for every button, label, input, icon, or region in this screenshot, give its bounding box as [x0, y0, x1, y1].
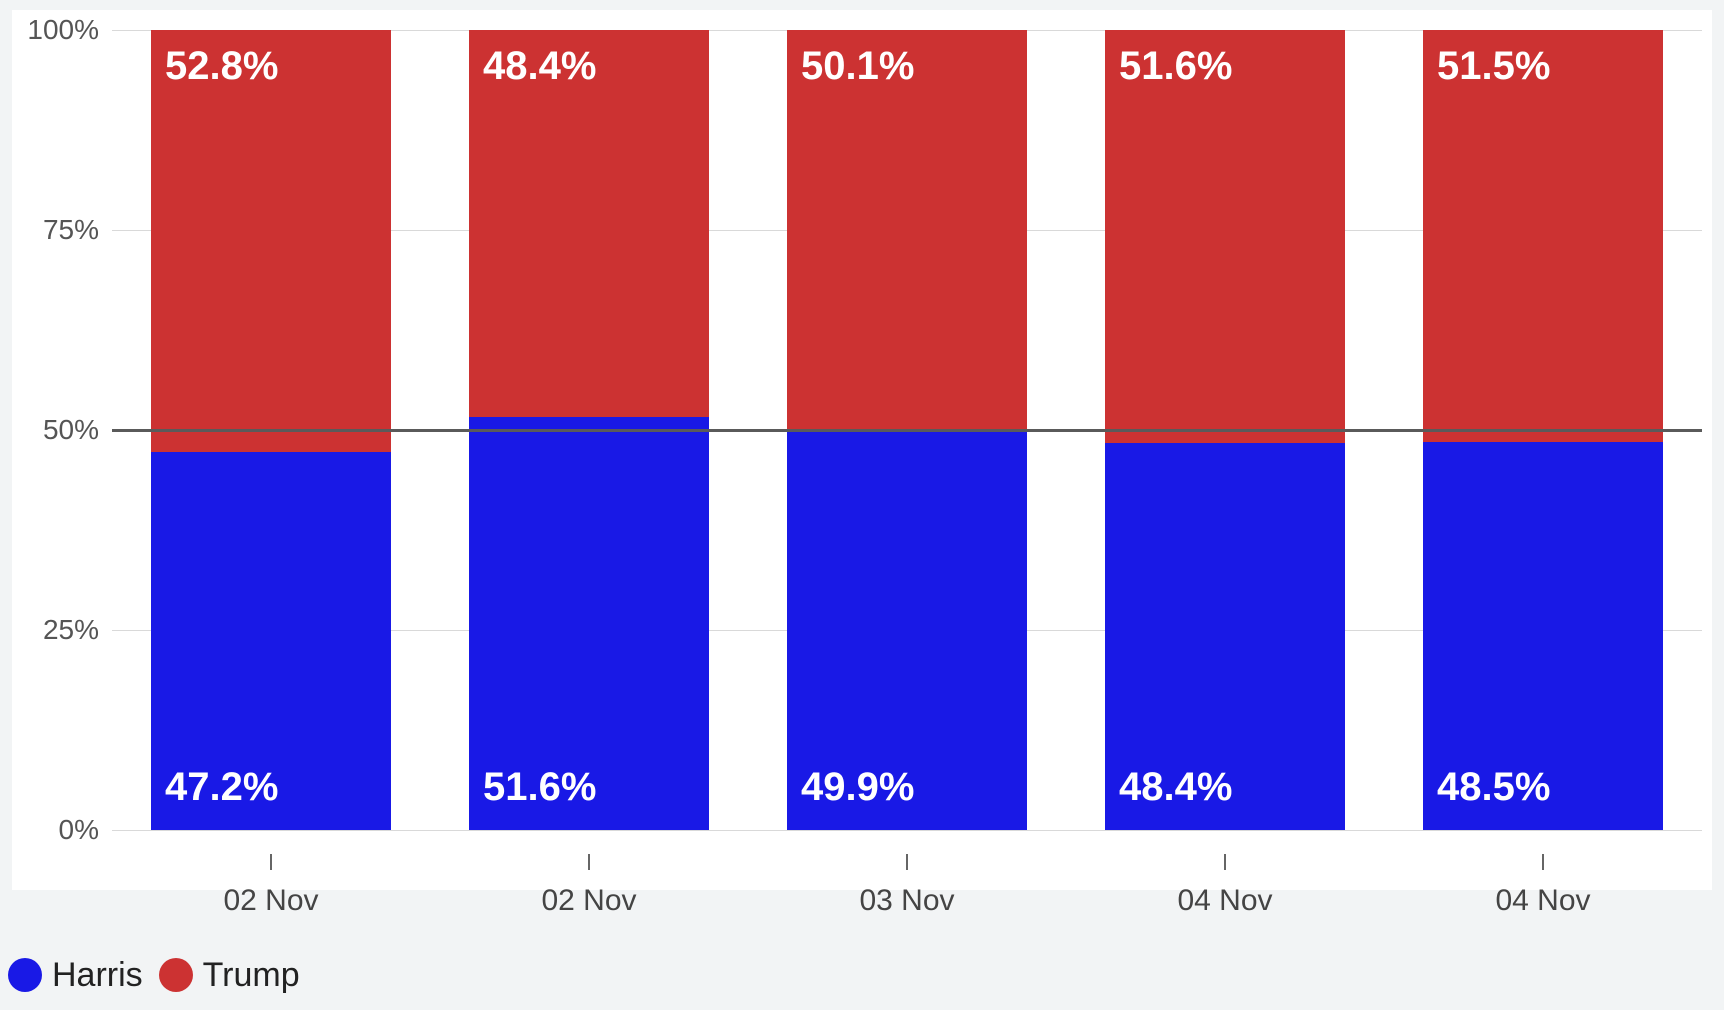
xtick-3: 04 Nov — [1105, 830, 1345, 950]
xtick-mark — [1542, 854, 1544, 870]
ytick-label: 100% — [27, 14, 99, 46]
xtick-label: 04 Nov — [1423, 884, 1663, 918]
plot-area: 47.2% 52.8% 51.6% 48.4% 49.9% 50 — [112, 30, 1702, 830]
xtick-mark — [588, 854, 590, 870]
bar-0-harris: 47.2% — [151, 452, 391, 830]
bar-3-trump-label: 51.6% — [1119, 44, 1232, 89]
ytick-label: 25% — [43, 614, 99, 646]
xtick-label: 04 Nov — [1105, 884, 1345, 918]
x-axis: 02 Nov 02 Nov 03 Nov 04 Nov 04 Nov — [112, 830, 1702, 950]
bar-3-trump: 51.6% — [1105, 30, 1345, 443]
poll-chart: 100% 75% 50% 25% 0% 47.2% 52.8% 51.6% — [12, 10, 1712, 890]
xtick-1: 02 Nov — [469, 830, 709, 950]
bar-2-harris-label: 49.9% — [801, 765, 914, 810]
legend-swatch-trump — [159, 958, 193, 992]
bar-4-harris-label: 48.5% — [1437, 765, 1550, 810]
bar-0-trump: 52.8% — [151, 30, 391, 452]
bar-4-harris: 48.5% — [1423, 442, 1663, 830]
bar-2-trump-label: 50.1% — [801, 44, 914, 89]
legend-label-harris: Harris — [52, 956, 143, 995]
bar-4-trump-label: 51.5% — [1437, 44, 1550, 89]
xtick-0: 02 Nov — [151, 830, 391, 950]
legend-swatch-harris — [8, 958, 42, 992]
xtick-mark — [1224, 854, 1226, 870]
bar-1-trump: 48.4% — [469, 30, 709, 417]
xtick-label: 02 Nov — [151, 884, 391, 918]
legend-item-trump: Trump — [159, 956, 300, 995]
bar-1-trump-label: 48.4% — [483, 44, 596, 89]
bar-2-trump: 50.1% — [787, 30, 1027, 431]
bar-4-trump: 51.5% — [1423, 30, 1663, 442]
bar-2-harris: 49.9% — [787, 431, 1027, 830]
bar-1-harris: 51.6% — [469, 417, 709, 830]
ytick-label: 75% — [43, 214, 99, 246]
bar-0-trump-label: 52.8% — [165, 44, 278, 89]
xtick-2: 03 Nov — [787, 830, 1027, 950]
xtick-label: 02 Nov — [469, 884, 709, 918]
bar-1-harris-label: 51.6% — [483, 765, 596, 810]
y-axis: 100% 75% 50% 25% 0% — [12, 30, 107, 830]
xtick-label: 03 Nov — [787, 884, 1027, 918]
midline — [112, 429, 1702, 432]
legend: Harris Trump — [8, 950, 1724, 1000]
legend-label-trump: Trump — [203, 956, 300, 995]
bar-3-harris: 48.4% — [1105, 443, 1345, 830]
ytick-label: 50% — [43, 414, 99, 446]
ytick-label: 0% — [59, 814, 99, 846]
bar-3-harris-label: 48.4% — [1119, 765, 1232, 810]
legend-item-harris: Harris — [8, 956, 143, 995]
xtick-mark — [906, 854, 908, 870]
bar-0-harris-label: 47.2% — [165, 765, 278, 810]
xtick-4: 04 Nov — [1423, 830, 1663, 950]
xtick-mark — [270, 854, 272, 870]
